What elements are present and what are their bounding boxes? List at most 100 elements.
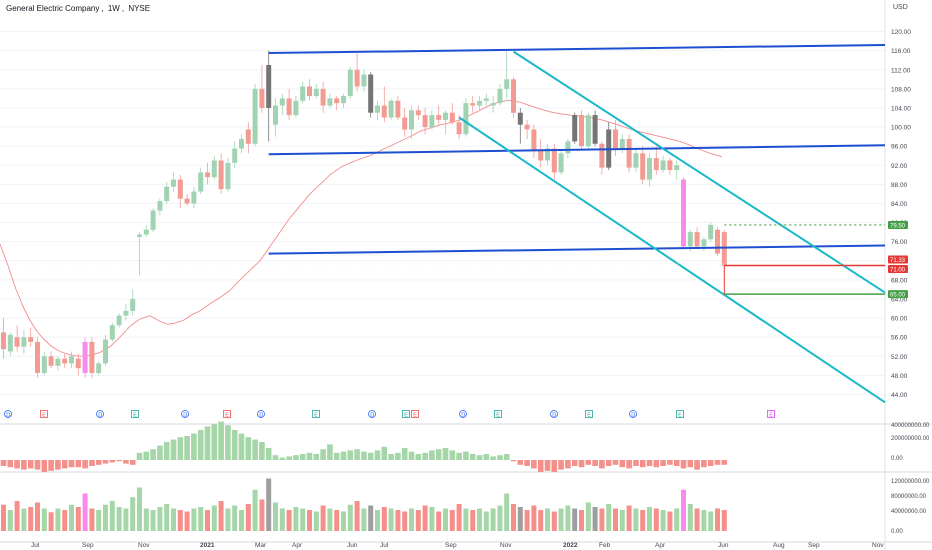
price-tick-label: 104.00 xyxy=(891,105,911,112)
candle-body xyxy=(497,88,503,104)
volume-bar xyxy=(463,508,469,531)
volume-bar xyxy=(375,510,380,531)
candle-body xyxy=(701,239,707,247)
macd-bar xyxy=(259,442,265,460)
volume-bar xyxy=(48,512,54,531)
volume-tick-label: 0.00 xyxy=(891,529,903,535)
event-marker-label: E xyxy=(314,412,318,418)
price-tick-label: 120.00 xyxy=(891,29,911,36)
macd-bar xyxy=(265,448,272,460)
volume-bar xyxy=(259,499,265,531)
candle-body xyxy=(640,153,646,180)
volume-bar xyxy=(436,511,442,531)
volume-bar xyxy=(422,505,428,531)
volume-bar xyxy=(687,504,693,531)
macd-bar xyxy=(34,460,41,470)
volume-bar xyxy=(307,510,312,531)
macd-bar xyxy=(497,455,503,460)
candle-body xyxy=(205,172,210,178)
macd-bar xyxy=(191,433,197,460)
event-marker-label: E xyxy=(133,412,137,418)
volume-bar xyxy=(334,510,340,531)
volume-bar xyxy=(354,501,360,531)
candle-body xyxy=(191,191,197,204)
candle-body xyxy=(429,115,435,128)
candle-body xyxy=(694,232,700,247)
lower-channel-line xyxy=(268,244,886,255)
candle-body xyxy=(307,86,312,97)
event-marker-label: D xyxy=(461,412,465,418)
macd-bar xyxy=(143,451,150,460)
candle-body xyxy=(347,69,353,97)
time-tick-label: Sep xyxy=(808,542,820,549)
volume-bar xyxy=(14,501,20,531)
candle-body xyxy=(286,98,292,116)
event-marker-label: E xyxy=(769,412,773,418)
candle-body xyxy=(558,153,564,173)
macd-bar xyxy=(408,451,415,460)
price-tick-label: 68.00 xyxy=(891,277,908,284)
event-marker-label: D xyxy=(6,412,10,418)
candle-body xyxy=(279,98,285,106)
macd-bar xyxy=(667,460,673,465)
candle-body xyxy=(35,341,40,373)
macd-bar xyxy=(707,460,714,466)
macd-bar xyxy=(61,460,68,469)
price-axis[interactable]: 120.00 116.00 112.00 108.00 104.00 100.00 96.0… xyxy=(888,29,930,535)
macd-bar xyxy=(694,460,700,470)
candle-body xyxy=(300,86,306,101)
macd-bar xyxy=(123,460,129,464)
volume-bar xyxy=(388,508,394,531)
macd-bar xyxy=(157,445,163,460)
macd-bar xyxy=(184,436,190,460)
macd-tick-label: 400000000.00 xyxy=(891,423,930,429)
volume-bar xyxy=(35,502,40,531)
macd-bar xyxy=(673,460,680,466)
macd-bar xyxy=(599,460,605,469)
macd-bar xyxy=(524,460,530,466)
volume-bar xyxy=(75,507,81,531)
macd-bar xyxy=(367,452,374,460)
macd-bar xyxy=(646,460,653,466)
grid xyxy=(0,31,885,395)
macd-bar xyxy=(714,460,721,465)
candle-body xyxy=(708,224,714,240)
time-tick-label: Sep xyxy=(445,542,457,549)
macd-bar xyxy=(503,454,510,460)
volume-bar xyxy=(252,489,258,531)
volume-bar xyxy=(218,501,224,531)
candle-body xyxy=(551,148,557,173)
candle-body xyxy=(443,112,448,120)
event-d-marker xyxy=(368,410,376,418)
volume-tick-label: 120000000.00 xyxy=(891,479,930,485)
time-axis[interactable]: Jul Sep Nov 2021 Mar Apr Jun Jul Sep Nov 2022 Feb Ap… xyxy=(31,542,884,549)
candle-body xyxy=(109,325,115,340)
macd-bar xyxy=(177,437,184,460)
volume-bar xyxy=(415,510,421,531)
candle-body xyxy=(674,165,680,171)
macd-bar xyxy=(605,460,612,466)
event-e-marker xyxy=(494,410,502,418)
volume-bar xyxy=(177,510,183,531)
macd-bar xyxy=(517,460,524,465)
drawings[interactable] xyxy=(0,43,886,404)
candle-body xyxy=(483,98,489,101)
volume-bar xyxy=(103,504,108,531)
event-d-marker xyxy=(629,410,637,418)
macd-tick-label: 200000000.00 xyxy=(891,436,930,442)
event-e-marker xyxy=(223,410,231,418)
price-tick-label: 100.00 xyxy=(891,125,911,132)
volume-bar xyxy=(116,507,122,531)
volume-bar xyxy=(157,507,163,531)
time-tick-label: Apr xyxy=(655,542,666,549)
macd-bar xyxy=(687,460,694,468)
candle-body xyxy=(579,115,584,147)
volume-bar xyxy=(599,508,605,531)
candle-body xyxy=(565,141,571,154)
macd-bar xyxy=(449,450,456,460)
volume-bar xyxy=(504,493,510,531)
volume-bar xyxy=(327,508,333,531)
